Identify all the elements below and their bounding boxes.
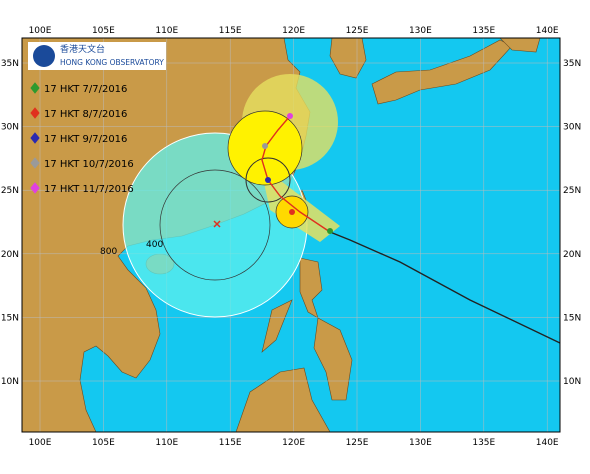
lon-label-top: 100E bbox=[29, 26, 52, 36]
forecast-track bbox=[261, 115, 331, 233]
lon-label-bottom: 140E bbox=[536, 438, 559, 448]
lat-label-right: 30N bbox=[563, 123, 581, 133]
position-marker bbox=[265, 177, 271, 183]
frame bbox=[21, 37, 561, 433]
lon-label-bottom: 115E bbox=[219, 438, 242, 448]
lon-label-bottom: 125E bbox=[346, 438, 369, 448]
lat-label-right: 15N bbox=[563, 313, 581, 323]
position-marker bbox=[287, 113, 293, 119]
logo-en: HONG KONG OBSERVATORY bbox=[60, 58, 164, 67]
position-marker bbox=[262, 143, 268, 149]
lon-label-bottom: 135E bbox=[472, 438, 495, 448]
logo: 香港天文台 HONG KONG OBSERVATORY bbox=[28, 42, 166, 70]
lon-label-bottom: 100E bbox=[29, 438, 52, 448]
lon-label-top: 105E bbox=[92, 26, 115, 36]
lon-label-top: 130E bbox=[409, 26, 432, 36]
legend-label: 17 HKT 8/7/2016 bbox=[44, 109, 127, 120]
legend-icon bbox=[30, 82, 40, 94]
legend-label: 17 HKT 7/7/2016 bbox=[44, 84, 127, 95]
past-track bbox=[329, 231, 560, 344]
legend-label: 17 HKT 9/7/2016 bbox=[44, 134, 127, 145]
lon-label-top: 140E bbox=[536, 26, 559, 36]
radius-label: 400 bbox=[146, 240, 163, 250]
legend-label: 17 HKT 11/7/2016 bbox=[44, 184, 134, 195]
lon-label-top: 125E bbox=[346, 26, 369, 36]
map-area: 800 400 bbox=[22, 38, 560, 432]
radius-label: 800 bbox=[100, 247, 117, 257]
lon-label-top: 115E bbox=[219, 26, 242, 36]
lon-label-bottom: 120E bbox=[282, 438, 305, 448]
legend: 17 HKT 7/7/2016 17 HKT 8/7/2016 17 HKT 9/7… bbox=[30, 82, 134, 195]
axis-labels: 100E 100E 105E 105E 110E 110E 115E 115E 120E 120E… bbox=[1, 26, 581, 448]
lon-label-top: 135E bbox=[472, 26, 495, 36]
lat-label-left: 10N bbox=[1, 377, 19, 387]
legend-icon bbox=[30, 182, 40, 194]
legend-icon bbox=[30, 157, 40, 169]
hong-kong-marker bbox=[213, 220, 221, 228]
legend-icon bbox=[30, 107, 40, 119]
lat-label-right: 10N bbox=[563, 377, 581, 387]
logo-zh: 香港天文台 bbox=[60, 43, 105, 55]
lon-label-top: 110E bbox=[155, 26, 178, 36]
position-marker bbox=[289, 209, 295, 215]
lon-label-top: 120E bbox=[282, 26, 305, 36]
radius-400 bbox=[159, 169, 271, 281]
lat-label-left: 35N bbox=[1, 59, 19, 69]
logo-icon bbox=[33, 45, 55, 67]
lon-label-bottom: 105E bbox=[92, 438, 115, 448]
lat-label-left: 25N bbox=[1, 186, 19, 196]
legend-icon bbox=[30, 132, 40, 144]
lon-label-bottom: 110E bbox=[155, 438, 178, 448]
lat-label-left: 30N bbox=[1, 123, 19, 133]
lat-label-right: 25N bbox=[563, 186, 581, 196]
lat-label-left: 15N bbox=[1, 313, 19, 323]
lat-label-right: 20N bbox=[563, 250, 581, 260]
cone-circle bbox=[245, 157, 291, 203]
lat-label-left: 20N bbox=[1, 250, 19, 260]
legend-label: 17 HKT 10/7/2016 bbox=[44, 159, 134, 170]
position-marker bbox=[327, 228, 333, 234]
lat-label-right: 35N bbox=[563, 59, 581, 69]
lon-label-bottom: 130E bbox=[409, 438, 432, 448]
